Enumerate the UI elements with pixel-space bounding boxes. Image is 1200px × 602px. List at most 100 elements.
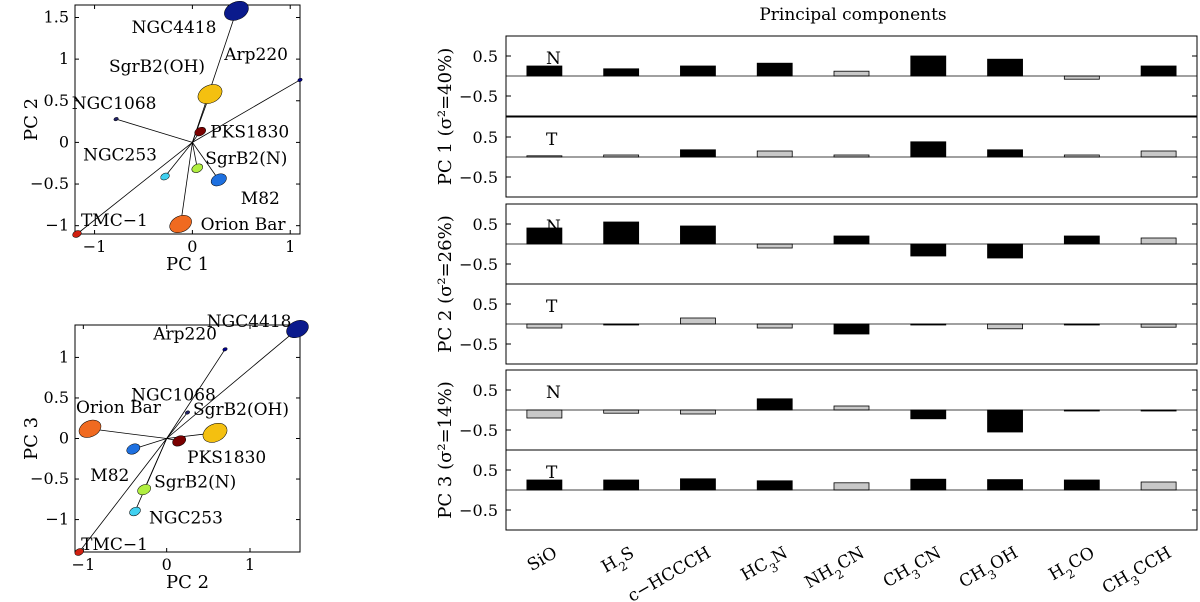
category-label-h2s: H2S xyxy=(598,543,640,582)
point-ngc253 xyxy=(160,172,170,181)
vector-line-ngc4418 xyxy=(166,328,298,439)
pc1-pc2-scatter: −1 0 1 −1 −0.5 0 0.5 1 1.5 PC 1 PC 2 NGC4418 Arp220 S… xyxy=(21,0,303,275)
x-tick-label: 1 xyxy=(285,237,295,256)
pc-group-label: PC 1 (σ²=40%) xyxy=(435,48,456,185)
bar-h2s xyxy=(603,68,640,77)
point-label-ngc4418: NGC4418 xyxy=(132,18,217,38)
bar-ch3oh xyxy=(987,479,1023,491)
bar-ch3cch xyxy=(1140,481,1177,491)
bar-nh2cn xyxy=(833,70,870,77)
y-tick-label: 0.5 xyxy=(44,91,69,110)
bar-sio xyxy=(526,323,563,329)
y-tick-label: −0.5 xyxy=(30,469,69,488)
plot-frame xyxy=(74,4,301,235)
y-tick-label: 0.5 xyxy=(473,381,498,400)
y-tick-label: −0.5 xyxy=(459,168,498,187)
point-ngc1068 xyxy=(185,410,190,415)
bar-h2s xyxy=(603,221,640,245)
point-label-ngc4418: NGC4418 xyxy=(207,312,292,332)
point-sgrb2-oh xyxy=(197,84,223,104)
panel-letter: N xyxy=(546,217,561,237)
y-tick-label: 0.5 xyxy=(473,461,498,480)
y-tick-label: 0.5 xyxy=(473,47,498,66)
bar-hc3n xyxy=(756,323,793,329)
bar-ch3oh xyxy=(987,243,1023,259)
bar-h2s xyxy=(603,409,640,414)
principal-components-bar-chart: Principal components 0.5−0.5N0.5−0.5T0.5… xyxy=(435,5,1198,602)
vector-line-ngc4418 xyxy=(192,10,237,143)
y-axis-label: PC 3 xyxy=(21,417,42,460)
vector-line-tmc-1 xyxy=(78,438,167,553)
bar-nh2cn xyxy=(833,323,870,335)
bar-nh2cn xyxy=(833,405,870,411)
bar-chart-title: Principal components xyxy=(759,5,946,25)
point-m82 xyxy=(210,173,227,187)
pc-group-label: PC 2 (σ²=26%) xyxy=(435,215,456,352)
category-label-ch3oh: CH3OH xyxy=(956,543,1024,597)
point-label-arp220: Arp220 xyxy=(152,324,217,344)
vector-line-m82 xyxy=(192,142,220,181)
point-label-orion-bar: Orion Bar xyxy=(76,398,162,418)
vector-line-orion-bar xyxy=(89,428,167,439)
point-label-ngc1068: NGC1068 xyxy=(72,94,157,114)
y-tick-label: −1 xyxy=(45,510,69,529)
point-sgrb2-n xyxy=(191,163,204,173)
point-m82 xyxy=(126,443,141,455)
vector-line-tmc-1 xyxy=(76,142,193,235)
y-tick-label: 0.5 xyxy=(473,295,498,314)
bar-ch3oh xyxy=(987,58,1023,77)
category-label-ch3cn: CH3CN xyxy=(880,543,947,596)
category-label-nh2cn: NH2CN xyxy=(802,543,871,597)
bar-hc3n xyxy=(756,150,793,158)
y-tick-label: 0.5 xyxy=(44,388,69,407)
y-tick-label: −0.5 xyxy=(459,335,498,354)
y-tick-label: 0.5 xyxy=(473,128,498,147)
point-label-tmc-1: TMC−1 xyxy=(81,535,148,555)
point-orion-bar xyxy=(169,215,192,233)
point-sgrb2-oh xyxy=(202,422,228,443)
point-label-orion-bar: Orion Bar xyxy=(201,215,287,235)
y-tick-label: −0.5 xyxy=(459,255,498,274)
bar-panel-1: 0.5 −0.5 N xyxy=(459,35,1198,117)
bar-ch3oh xyxy=(987,409,1023,433)
y-tick-label: 1 xyxy=(59,347,69,366)
panel-letter: T xyxy=(546,130,558,150)
x-axis-label: PC 2 xyxy=(166,572,209,593)
point-tmc-1 xyxy=(72,230,82,238)
bar-panel-2: 0.5 −0.5 T xyxy=(459,116,1198,198)
bar-c-hccch xyxy=(680,65,716,77)
point-label-pks1830: PKS1830 xyxy=(187,448,266,468)
pc-group-label: PC 3 (σ²=14%) xyxy=(435,381,456,518)
point-ngc1068 xyxy=(113,117,119,122)
bar-nh2cn xyxy=(833,482,870,491)
bar-ch3oh xyxy=(987,323,1023,330)
vector-line-ngc253 xyxy=(164,142,193,177)
point-label-sgrb2-n: SgrB2(N) xyxy=(154,473,236,493)
x-tick-label: −1 xyxy=(83,237,107,256)
bar-ch3cch xyxy=(1140,65,1177,77)
bar-ch3oh xyxy=(987,149,1023,158)
bar-ch3cn xyxy=(910,478,947,491)
point-label-m82: M82 xyxy=(241,189,280,209)
point-orion-bar xyxy=(78,419,102,438)
bar-ch3cch xyxy=(1140,150,1177,158)
vector-line-ngc1068 xyxy=(115,118,193,143)
y-tick-label: 0.5 xyxy=(473,215,498,234)
bar-panel-6: 0.5 −0.5 T xyxy=(459,449,1198,531)
point-arp220 xyxy=(222,347,228,352)
point-label-sgrb2-n: SgrB2(N) xyxy=(205,149,287,169)
bar-ch3cch xyxy=(1140,237,1177,245)
point-ngc4418 xyxy=(224,0,249,21)
category-label-ch3cch: CH3CCH xyxy=(1099,543,1178,602)
point-label-ngc253: NGC253 xyxy=(149,508,223,528)
vector-line-arp220 xyxy=(166,349,226,439)
bar-nh2cn xyxy=(833,235,870,245)
vector-line-ngc1068 xyxy=(166,412,188,439)
y-tick-label: −1 xyxy=(45,216,69,235)
category-label-c-hccch: c−HCCCH xyxy=(624,543,714,602)
bar-panel-5: 0.5 −0.5 N xyxy=(459,369,1198,451)
point-sgrb2-n xyxy=(137,484,151,496)
bar-c-hccch xyxy=(680,478,716,491)
category-label-sio: SiO xyxy=(524,543,561,576)
